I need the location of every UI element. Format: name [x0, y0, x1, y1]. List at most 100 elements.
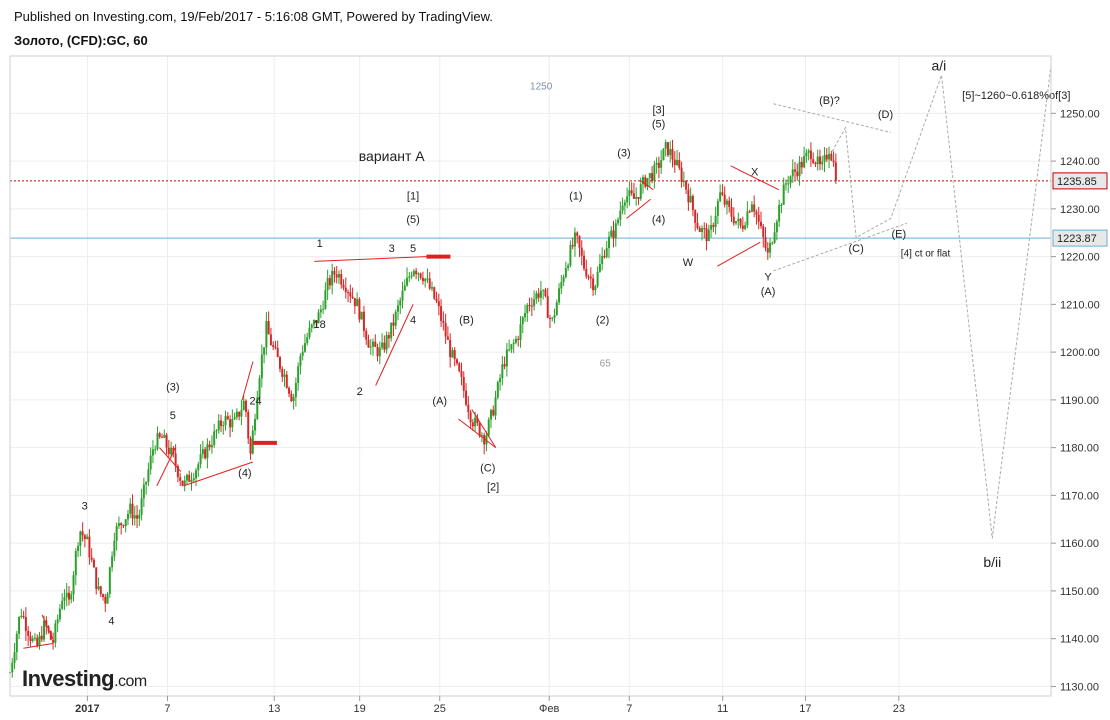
candle-body: [580, 247, 583, 256]
candle-body: [190, 480, 193, 482]
candle-body: [356, 299, 359, 307]
candle-body: [519, 324, 522, 340]
candle-body: [308, 327, 311, 338]
candle-body: [651, 173, 654, 182]
wave-label: 24: [249, 396, 261, 408]
candle-body: [800, 161, 803, 168]
candle-body: [337, 274, 340, 278]
candle-body: [673, 159, 676, 166]
candle-body: [340, 274, 343, 285]
candle-body: [546, 296, 549, 318]
candle-body: [215, 430, 218, 432]
candle-body: [81, 531, 84, 536]
wave-label: (5): [652, 119, 665, 131]
wave-label: (2): [596, 314, 609, 326]
candle-body: [238, 411, 241, 417]
candle-body: [569, 245, 572, 266]
candle-body: [372, 341, 375, 347]
candle-body: [324, 290, 327, 309]
wave-label: 3: [389, 243, 395, 255]
candle-body: [601, 256, 604, 264]
candle-body: [381, 342, 384, 348]
trend-line: [717, 241, 761, 267]
trend-line: [471, 409, 497, 448]
candle-body: [351, 296, 354, 299]
candle-body: [165, 434, 168, 448]
candle-body: [79, 531, 82, 546]
candle-body: [476, 417, 479, 423]
trend-line: [41, 614, 54, 639]
candle-body: [517, 338, 520, 340]
wave-label: (A): [432, 396, 447, 408]
candle-body: [224, 416, 227, 426]
candle-body: [263, 347, 266, 355]
candle-body: [809, 150, 812, 160]
candle-body: [408, 276, 411, 278]
wave-label: 4: [108, 615, 114, 627]
candle-body: [741, 225, 744, 229]
x-tick-label: 17: [799, 703, 811, 715]
candle-body: [558, 288, 561, 303]
wave-label: (C): [849, 243, 864, 255]
candle-body: [698, 227, 701, 233]
candle-body: [585, 268, 588, 277]
candle-body: [694, 209, 697, 223]
candle-body: [142, 484, 145, 499]
candle-body: [362, 311, 365, 331]
candle-body: [678, 160, 681, 168]
candle-body: [92, 559, 95, 568]
candle-body: [592, 278, 595, 291]
wave-label: вариант A: [359, 148, 425, 164]
candle-body: [446, 336, 449, 340]
candle-body: [374, 341, 377, 348]
candle-body: [555, 302, 558, 316]
x-tick-label: 23: [893, 703, 905, 715]
y-tick-label: 1140.00: [1060, 634, 1099, 646]
candle-body: [564, 268, 567, 278]
candle-body: [528, 305, 531, 307]
candle-body: [769, 242, 772, 253]
candle-body: [632, 193, 635, 199]
candle-body: [192, 478, 195, 481]
candle-body: [126, 513, 129, 520]
candle-body: [524, 313, 527, 318]
candle-body: [88, 536, 91, 558]
candle-body: [183, 480, 186, 486]
candle-body: [220, 420, 223, 427]
wave-label: 18: [314, 319, 326, 331]
candle-body: [333, 270, 336, 275]
candle-body: [22, 615, 25, 617]
candle-body: [496, 382, 499, 398]
candle-body: [353, 298, 356, 307]
candle-body: [766, 248, 769, 253]
candle-body: [256, 397, 259, 419]
candle-body: [431, 287, 434, 289]
candle-body: [607, 236, 610, 249]
wave-label: W: [683, 257, 694, 269]
projection-line: [831, 65, 1052, 539]
candle-body: [739, 218, 742, 226]
wave-label: (B)?: [819, 95, 840, 107]
candle-body: [242, 400, 245, 410]
candle-body: [460, 371, 463, 377]
trend-line: [458, 418, 497, 449]
candle-body: [115, 526, 118, 541]
wave-label: (C): [480, 463, 495, 475]
candle-body: [514, 338, 517, 343]
x-tick-label: Фев: [539, 703, 559, 715]
candle-body: [106, 593, 109, 604]
candle-body: [780, 204, 783, 206]
candle-body: [687, 189, 690, 203]
candle-body: [735, 221, 738, 224]
time-axis: 2017 7 13 19 25 Фев 7 11 17 23: [75, 696, 905, 715]
candle-body: [387, 335, 390, 339]
candle-body: [102, 594, 105, 597]
candle-body: [612, 230, 615, 239]
symbol-title: Золото, (CFD):GC, 60: [14, 33, 148, 48]
plot-frame: [9, 55, 1052, 697]
candle-body: [805, 152, 808, 157]
candle-body: [573, 232, 576, 247]
candle-body: [11, 662, 14, 673]
candle-body: [648, 173, 651, 178]
candle-body: [594, 286, 597, 291]
